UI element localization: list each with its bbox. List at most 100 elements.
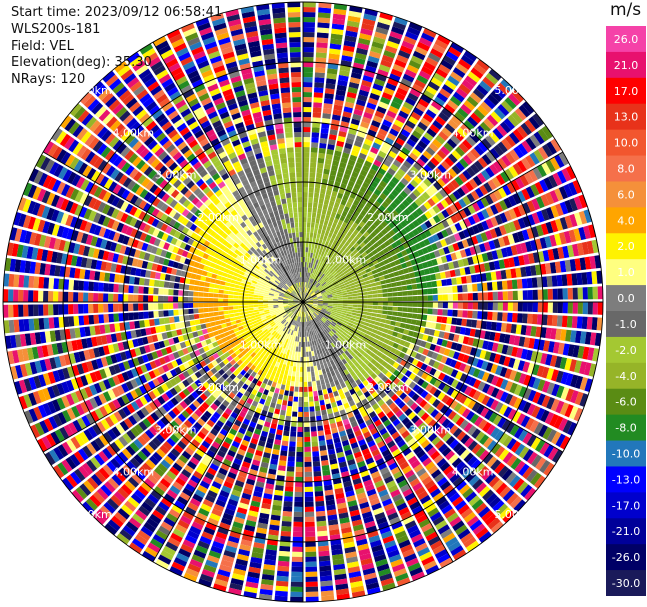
velocity-gate xyxy=(499,199,508,211)
velocity-gate xyxy=(309,273,313,279)
velocity-gate xyxy=(383,209,391,217)
velocity-gate xyxy=(364,342,371,349)
velocity-gate xyxy=(407,411,417,420)
velocity-gate xyxy=(303,97,312,103)
velocity-gate xyxy=(186,376,194,385)
velocity-gate xyxy=(407,266,414,273)
velocity-gate xyxy=(546,429,557,443)
velocity-gate xyxy=(305,287,307,293)
velocity-gate xyxy=(445,50,459,62)
velocity-gate xyxy=(462,302,468,310)
velocity-gate xyxy=(397,49,411,59)
velocity-gate xyxy=(442,294,448,301)
velocity-gate xyxy=(500,269,507,280)
velocity-gate xyxy=(394,259,401,266)
velocity-gate xyxy=(298,311,301,317)
velocity-gate xyxy=(481,208,490,219)
velocity-gate xyxy=(385,507,397,516)
velocity-gate xyxy=(546,275,553,287)
velocity-gate xyxy=(523,254,530,265)
velocity-gate xyxy=(400,483,411,493)
velocity-gate xyxy=(348,400,356,407)
velocity-gate xyxy=(305,581,318,587)
velocity-gate xyxy=(326,225,331,232)
velocity-gate xyxy=(269,329,275,334)
velocity-gate xyxy=(327,281,333,286)
velocity-gate xyxy=(320,450,328,456)
velocity-gate xyxy=(129,457,141,469)
velocity-gate xyxy=(156,482,168,493)
velocity-gate xyxy=(354,318,361,323)
velocity-gate xyxy=(307,282,310,288)
velocity-gate xyxy=(323,285,329,290)
velocity-gate xyxy=(442,374,451,384)
velocity-gate xyxy=(305,277,307,283)
velocity-gate xyxy=(327,179,335,186)
velocity-gate xyxy=(251,400,259,408)
velocity-gate xyxy=(283,430,290,437)
velocity-gate xyxy=(70,436,81,450)
velocity-gate xyxy=(381,431,391,440)
velocity-gate xyxy=(283,425,290,432)
velocity-gate xyxy=(433,153,444,163)
velocity-gate xyxy=(530,472,542,486)
velocity-gate xyxy=(450,389,459,399)
velocity-gate xyxy=(457,285,463,293)
velocity-gate xyxy=(536,314,543,325)
velocity-gate xyxy=(156,385,165,395)
velocity-gate xyxy=(380,59,393,68)
velocity-gate xyxy=(434,345,441,353)
velocity-gate xyxy=(381,368,389,375)
velocity-gate xyxy=(484,409,494,421)
velocity-gate xyxy=(358,323,364,328)
velocity-gate xyxy=(420,136,431,146)
velocity-gate xyxy=(103,501,116,514)
velocity-gate xyxy=(552,302,558,313)
velocity-gate xyxy=(312,456,320,462)
velocity-gate xyxy=(70,391,80,404)
velocity-gate xyxy=(288,305,294,308)
velocity-gate xyxy=(343,106,353,114)
velocity-gate xyxy=(395,239,403,247)
velocity-gate xyxy=(115,423,126,435)
velocity-gate xyxy=(273,494,283,501)
velocity-gate xyxy=(434,39,449,50)
velocity-gate xyxy=(305,556,317,562)
velocity-gate xyxy=(377,357,384,365)
velocity-gate xyxy=(296,456,303,462)
velocity-gate xyxy=(160,521,173,532)
velocity-gate xyxy=(332,308,338,311)
velocity-gate xyxy=(228,329,235,335)
velocity-gate xyxy=(397,344,404,352)
velocity-gate xyxy=(400,177,409,186)
velocity-gate xyxy=(300,311,302,317)
velocity-gate xyxy=(381,284,387,289)
velocity-gate xyxy=(166,489,178,500)
velocity-gate xyxy=(319,560,331,567)
velocity-gate xyxy=(288,355,292,361)
velocity-gate xyxy=(217,494,228,503)
velocity-gate xyxy=(83,429,94,441)
velocity-gate xyxy=(276,575,289,582)
velocity-gate xyxy=(368,323,375,329)
velocity-gate xyxy=(495,322,502,332)
velocity-gate xyxy=(449,359,458,368)
velocity-gate xyxy=(303,406,309,412)
velocity-gate xyxy=(225,369,233,377)
velocity-gate xyxy=(306,305,311,310)
velocity-gate xyxy=(258,517,269,525)
velocity-gate xyxy=(332,206,338,213)
velocity-gate xyxy=(324,158,332,165)
velocity-gate xyxy=(249,343,255,349)
velocity-gate xyxy=(356,313,362,317)
velocity-gate xyxy=(249,421,257,429)
velocity-gate xyxy=(310,222,315,228)
velocity-gate xyxy=(307,302,313,304)
velocity-gate xyxy=(322,304,328,306)
velocity-gate xyxy=(181,468,192,479)
velocity-gate xyxy=(528,116,541,130)
velocity-gate xyxy=(392,306,398,312)
velocity-gate xyxy=(337,388,344,396)
velocity-gate xyxy=(331,328,337,334)
velocity-gate xyxy=(363,322,370,327)
